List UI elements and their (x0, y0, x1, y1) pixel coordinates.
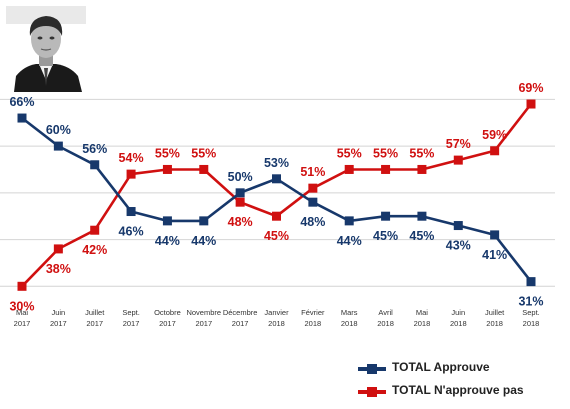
series-0-point-0 (17, 113, 27, 123)
x-tick-label-6: Décembre 2017 (223, 308, 258, 328)
series-1-label-14: 69% (518, 81, 543, 95)
series-0-label-9: 44% (337, 234, 362, 248)
series-0-label-2: 56% (82, 142, 107, 156)
series-1-point-13 (490, 146, 500, 156)
series-1-label-13: 59% (482, 128, 507, 142)
chart-grid (0, 98, 555, 287)
series-0-label-10: 45% (373, 229, 398, 243)
series-0-label-3: 46% (119, 225, 144, 239)
series-0-point-9 (344, 216, 354, 226)
x-tick-label-9: Mars 2018 (341, 308, 358, 328)
series-0-point-4 (162, 216, 172, 226)
series-1-label-8: 51% (300, 165, 325, 179)
series-1-label-5: 55% (191, 146, 216, 160)
series-0-label-1: 60% (46, 123, 71, 137)
series-1-point-0 (17, 281, 27, 291)
legend-label-approve: TOTAL Approuve (392, 360, 490, 374)
series-1-point-4 (162, 164, 172, 174)
series-0-point-14 (526, 277, 536, 287)
x-tick-label-0: Mai 2017 (14, 308, 31, 328)
x-tick-label-1: Juin 2017 (50, 308, 67, 328)
series-1-point-6 (235, 197, 245, 207)
series-0-point-7 (272, 174, 281, 184)
series-1-label-1: 38% (46, 262, 71, 276)
series-0-point-3 (126, 207, 136, 217)
series-1-point-8 (308, 183, 318, 193)
series-1-point-11 (417, 164, 427, 174)
chart-data-labels: 66% 60% 56% 46% 44% 44% 50% 53% 48% 44% 45% 45% 43% 4… (9, 81, 543, 313)
series-0-point-12 (453, 221, 463, 231)
series-1-point-1 (53, 244, 63, 254)
series-1-point-3 (126, 169, 136, 179)
series-1-point-10 (381, 164, 391, 174)
series-0-label-8: 48% (300, 215, 325, 229)
series-0-point-13 (490, 230, 500, 240)
series-1-label-0: 30% (9, 299, 34, 313)
series-0-label-14: 31% (518, 295, 543, 309)
series-0-label-13: 41% (482, 248, 507, 262)
series-1-label-6: 48% (228, 215, 253, 229)
legend-swatch-approve (358, 364, 386, 374)
series-1-label-12: 57% (446, 137, 471, 151)
series-1-label-10: 55% (373, 146, 398, 160)
series-1-label-4: 55% (155, 146, 180, 160)
series-1-point-7 (272, 211, 281, 221)
legend-item-approve: TOTAL Approuve (358, 360, 558, 378)
series-1-label-2: 42% (82, 243, 107, 257)
x-tick-label-11: Mai 2018 (414, 308, 431, 328)
legend-label-disapprove: TOTAL N'approuve pas (392, 383, 524, 397)
series-0-point-5 (199, 216, 209, 226)
x-tick-label-5: Novembre 2017 (186, 308, 221, 328)
series-0-label-12: 43% (446, 239, 471, 253)
portrait-photo (6, 6, 86, 92)
series-0-label-5: 44% (191, 234, 216, 248)
series-1-point-5 (199, 164, 209, 174)
chart-series (17, 99, 536, 291)
series-1-label-7: 45% (264, 229, 289, 243)
series-1-point-9 (344, 164, 354, 174)
x-tick-label-4: Octobre 2017 (154, 308, 181, 328)
series-1-label-3: 54% (119, 151, 144, 165)
series-0-label-0: 66% (9, 95, 34, 109)
series-1-label-9: 55% (337, 146, 362, 160)
x-tick-label-14: Sept. 2018 (522, 308, 540, 328)
series-0-label-4: 44% (155, 234, 180, 248)
series-0-point-10 (381, 211, 391, 221)
series-1-label-11: 55% (409, 146, 434, 160)
series-1-point-14 (526, 99, 536, 109)
x-tick-label-2: Juillet 2017 (85, 308, 105, 328)
series-0-point-6 (235, 188, 245, 198)
series-1-point-12 (453, 155, 463, 165)
x-tick-label-8: Février 2018 (301, 308, 325, 328)
x-tick-label-7: Janvier 2018 (264, 308, 289, 328)
legend-item-disapprove: TOTAL N'approuve pas (358, 383, 558, 401)
series-1-point-2 (90, 225, 100, 235)
x-tick-label-3: Sept. 2017 (122, 308, 140, 328)
series-0-point-11 (417, 211, 427, 221)
legend-swatch-disapprove (358, 387, 386, 397)
series-0-label-6: 50% (228, 170, 253, 184)
x-tick-label-12: Juin 2018 (450, 308, 467, 328)
x-axis-labels: Mai 2017 Juin 2017 Juillet 2017 Sept. 2017 Octob… (14, 308, 540, 328)
series-0-label-11: 45% (409, 229, 434, 243)
series-0-point-2 (90, 160, 100, 170)
series-0-label-7: 53% (264, 156, 289, 170)
x-tick-label-10: Avril 2018 (377, 308, 394, 328)
series-0-point-8 (308, 197, 318, 207)
x-tick-label-13: Juillet 2018 (485, 308, 505, 328)
series-line-1 (21, 103, 533, 288)
series-0-point-1 (53, 141, 63, 151)
